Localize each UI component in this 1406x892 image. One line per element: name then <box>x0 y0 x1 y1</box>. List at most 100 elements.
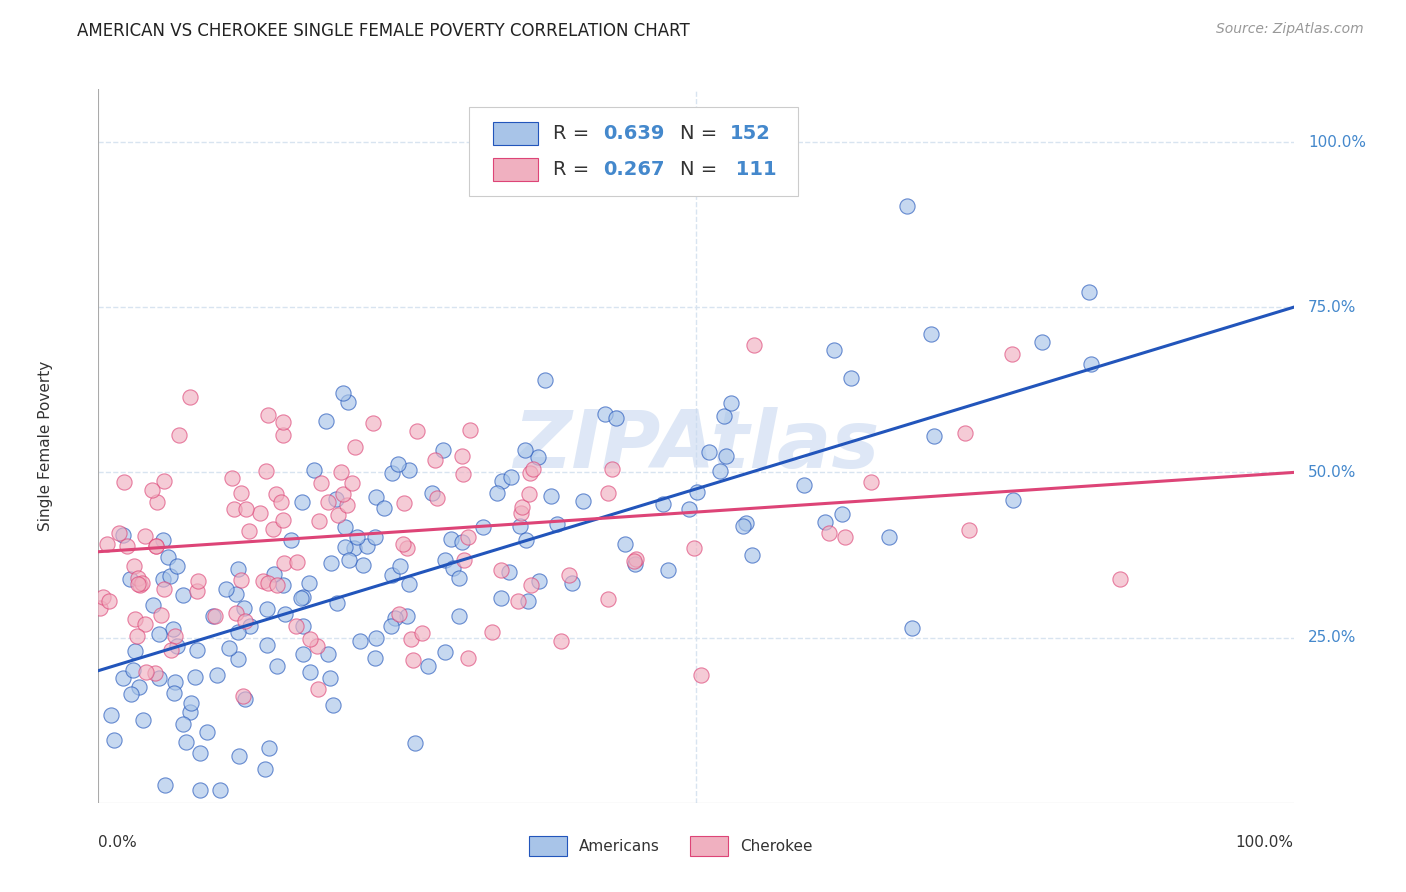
Point <box>1080 357 1102 371</box>
Point <box>159 568 181 582</box>
FancyBboxPatch shape <box>494 158 538 181</box>
Point <box>957 524 980 538</box>
Point <box>270 495 292 509</box>
Point <box>124 612 146 626</box>
FancyBboxPatch shape <box>690 837 728 856</box>
Point <box>316 647 339 661</box>
Point <box>134 617 156 632</box>
Point <box>291 495 314 509</box>
Point <box>361 416 384 430</box>
Point <box>160 642 183 657</box>
Point <box>111 671 134 685</box>
Point <box>141 483 163 497</box>
Point <box>398 462 420 476</box>
Point <box>522 462 544 476</box>
Point <box>172 588 194 602</box>
Point <box>163 629 186 643</box>
Point <box>516 594 538 608</box>
Point <box>298 575 321 590</box>
Point <box>481 625 503 640</box>
Point <box>509 506 531 520</box>
Point <box>197 725 219 739</box>
Point <box>449 608 471 623</box>
Text: 50.0%: 50.0% <box>1308 465 1357 480</box>
Point <box>229 573 252 587</box>
Point <box>235 502 257 516</box>
Text: 25.0%: 25.0% <box>1308 630 1357 645</box>
Point <box>678 501 700 516</box>
Point <box>434 645 457 659</box>
Point <box>596 486 619 500</box>
Text: 111: 111 <box>730 161 778 179</box>
Point <box>623 554 645 568</box>
Point <box>558 568 581 582</box>
Point <box>156 550 179 565</box>
Point <box>167 427 190 442</box>
Point <box>411 626 433 640</box>
Text: 0.0%: 0.0% <box>98 835 138 850</box>
Point <box>398 576 420 591</box>
Point <box>142 598 165 612</box>
Point <box>184 670 207 684</box>
Point <box>257 741 280 756</box>
Text: Cherokee: Cherokee <box>740 838 813 854</box>
Point <box>319 556 342 570</box>
Point <box>491 563 513 577</box>
Point <box>127 577 149 591</box>
Text: 75.0%: 75.0% <box>1308 300 1357 315</box>
Point <box>515 443 537 458</box>
Point <box>145 539 167 553</box>
Point <box>733 519 755 533</box>
Point <box>146 495 169 509</box>
Point <box>598 591 620 606</box>
Point <box>204 609 226 624</box>
Text: 0.639: 0.639 <box>603 124 664 143</box>
Point <box>153 582 176 596</box>
Point <box>561 576 583 591</box>
Point <box>605 410 627 425</box>
Point <box>143 665 166 680</box>
Point <box>218 641 240 656</box>
Point <box>652 497 675 511</box>
Point <box>572 494 595 508</box>
Point <box>127 571 149 585</box>
Point <box>228 748 250 763</box>
Point <box>266 578 288 592</box>
Text: Americans: Americans <box>579 838 659 854</box>
Point <box>209 782 232 797</box>
Point <box>153 474 176 488</box>
Point <box>215 582 238 596</box>
Point <box>262 522 284 536</box>
Point <box>186 584 208 599</box>
Point <box>834 530 856 544</box>
Point <box>1001 346 1024 360</box>
Point <box>124 559 146 574</box>
Point <box>273 556 295 570</box>
Point <box>450 449 472 463</box>
Point <box>879 530 901 544</box>
Point <box>322 698 344 712</box>
Point <box>534 373 557 387</box>
Point <box>325 491 347 506</box>
Point <box>624 558 647 572</box>
Point <box>356 539 378 553</box>
Point <box>315 414 337 428</box>
Point <box>458 423 481 437</box>
Point <box>364 530 387 544</box>
Point <box>713 409 735 423</box>
Point <box>291 648 314 662</box>
Point <box>491 475 513 489</box>
Point <box>392 496 415 510</box>
Point <box>165 675 187 690</box>
Point <box>593 407 616 421</box>
Point <box>249 506 271 520</box>
Point <box>510 500 533 514</box>
Point <box>253 762 276 776</box>
Point <box>111 528 134 542</box>
Point <box>529 574 551 589</box>
Point <box>404 736 426 750</box>
Point <box>128 680 150 694</box>
Point <box>285 556 308 570</box>
Point <box>256 409 278 423</box>
Point <box>396 609 419 624</box>
